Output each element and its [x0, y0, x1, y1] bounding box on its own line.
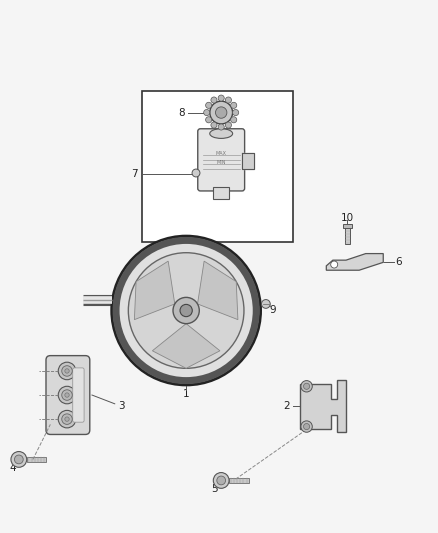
FancyBboxPatch shape — [198, 129, 244, 191]
Circle shape — [58, 386, 76, 404]
Circle shape — [225, 122, 231, 128]
Circle shape — [211, 122, 217, 128]
FancyBboxPatch shape — [73, 368, 84, 422]
Circle shape — [213, 473, 229, 488]
Circle shape — [173, 297, 199, 324]
Polygon shape — [300, 379, 346, 432]
Circle shape — [192, 169, 200, 177]
Text: MIN: MIN — [216, 159, 226, 165]
Text: 7: 7 — [131, 169, 138, 179]
Circle shape — [301, 381, 312, 392]
Circle shape — [215, 107, 227, 118]
Text: 1: 1 — [183, 389, 190, 399]
Polygon shape — [134, 261, 175, 320]
Text: 4: 4 — [9, 463, 16, 473]
Text: 8: 8 — [178, 108, 185, 118]
Polygon shape — [242, 154, 254, 168]
Circle shape — [231, 117, 237, 123]
Bar — [229, 478, 249, 483]
Text: MAX: MAX — [215, 151, 227, 156]
Circle shape — [231, 102, 237, 108]
Circle shape — [218, 95, 224, 101]
Circle shape — [14, 455, 23, 464]
Circle shape — [65, 417, 69, 421]
Circle shape — [204, 109, 210, 116]
Circle shape — [233, 109, 239, 116]
Text: 3: 3 — [118, 401, 125, 411]
Circle shape — [11, 451, 27, 467]
Circle shape — [205, 102, 212, 108]
Circle shape — [304, 424, 310, 430]
Text: 6: 6 — [395, 257, 402, 268]
Bar — [27, 457, 46, 462]
Text: 5: 5 — [211, 484, 218, 494]
Circle shape — [62, 366, 72, 376]
Circle shape — [225, 97, 231, 103]
Circle shape — [205, 117, 212, 123]
Circle shape — [65, 369, 69, 373]
Bar — [343, 224, 352, 228]
Circle shape — [62, 414, 72, 424]
Circle shape — [128, 253, 244, 368]
Bar — [213, 187, 229, 199]
Circle shape — [261, 300, 270, 308]
Circle shape — [58, 362, 76, 379]
Polygon shape — [326, 254, 383, 270]
Circle shape — [210, 101, 233, 124]
Circle shape — [58, 410, 76, 428]
Circle shape — [304, 383, 310, 389]
Ellipse shape — [210, 129, 233, 139]
Circle shape — [211, 97, 217, 103]
Circle shape — [180, 304, 192, 317]
Circle shape — [112, 236, 261, 385]
Bar — [142, 91, 293, 242]
Bar — [345, 227, 350, 244]
Text: 10: 10 — [341, 213, 354, 223]
Circle shape — [217, 476, 226, 485]
Polygon shape — [152, 324, 220, 368]
Circle shape — [62, 390, 72, 400]
Polygon shape — [198, 261, 238, 320]
FancyBboxPatch shape — [46, 356, 90, 434]
Circle shape — [116, 240, 256, 381]
Text: 2: 2 — [283, 401, 290, 411]
Circle shape — [218, 124, 224, 130]
Circle shape — [331, 261, 338, 268]
Text: 9: 9 — [269, 305, 276, 314]
Circle shape — [65, 393, 69, 397]
Circle shape — [301, 421, 312, 432]
